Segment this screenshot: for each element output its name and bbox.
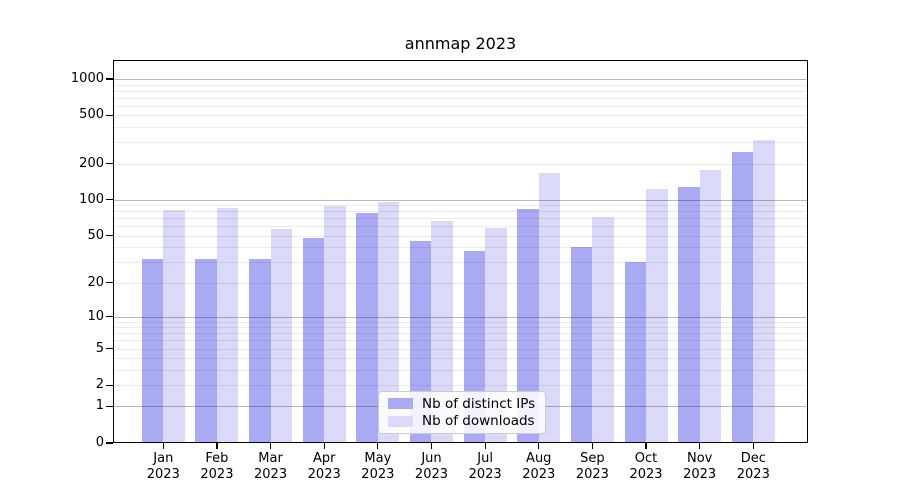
x-tick-label-dec: Dec 2023 [736, 451, 770, 482]
x-tick-label-apr: Apr 2023 [307, 451, 341, 482]
legend-item-0: Nb of distinct IPs [388, 396, 536, 412]
chart-title: annmap 2023 [404, 34, 517, 53]
x-tick-mark-jun [430, 443, 433, 449]
x-tick-mark-mar [269, 443, 272, 449]
x-tick-label-jun: Jun 2023 [414, 451, 449, 482]
x-tick-label-mar: Mar 2023 [254, 451, 288, 482]
x-tick-mark-oct [645, 443, 647, 449]
x-tick-mark-sep [591, 443, 593, 449]
y-tick-label-5: 5 [95, 340, 104, 356]
y-tick-mark-2 [106, 384, 113, 386]
plot-area [113, 60, 808, 443]
x-tick-label-may: May 2023 [361, 451, 395, 482]
y-tick-mark-1 [106, 405, 113, 408]
x-tick-label-jan: Jan 2023 [146, 451, 180, 482]
y-tick-mark-1000 [106, 78, 113, 80]
y-tick-mark-10 [106, 316, 113, 318]
y-tick-label-2: 2 [95, 377, 104, 393]
y-tick-label-50: 50 [87, 227, 104, 243]
x-tick-label-feb: Feb 2023 [200, 451, 234, 482]
y-tick-label-20: 20 [87, 274, 104, 290]
x-tick-mark-aug [538, 443, 540, 449]
x-tick-label-sep: Sep 2023 [575, 451, 609, 482]
y-tick-mark-20 [106, 281, 113, 284]
x-tick-mark-dec [752, 443, 754, 449]
y-tick-label-200: 200 [79, 155, 104, 171]
y-tick-mark-0 [106, 442, 113, 444]
legend-label: Nb of downloads [422, 413, 535, 430]
legend-swatch-icon [388, 415, 413, 427]
y-tick-mark-200 [106, 162, 113, 165]
x-tick-mark-feb [216, 443, 218, 449]
y-tick-label-1: 1 [95, 398, 104, 414]
x-tick-mark-apr [323, 443, 325, 449]
legend-label: Nb of distinct IPs [422, 395, 536, 412]
x-tick-mark-jan [162, 443, 164, 449]
y-tick-label-0: 0 [95, 435, 104, 450]
y-tick-label-100: 100 [79, 191, 104, 207]
y-tick-label-10: 10 [87, 308, 104, 324]
x-tick-label-jul: Jul 2023 [468, 451, 502, 482]
y-tick-mark-500 [106, 114, 113, 117]
x-tick-mark-may [377, 443, 379, 449]
x-tick-mark-jul [484, 443, 486, 449]
legend-swatch-icon [388, 398, 413, 410]
y-tick-mark-50 [106, 235, 113, 237]
legend: Nb of distinct IPs Nb of downloads [378, 391, 546, 434]
x-tick-label-oct: Oct 2023 [629, 451, 663, 482]
y-tick-mark-5 [106, 347, 113, 350]
x-tick-label-nov: Nov 2023 [683, 451, 717, 482]
y-tick-label-500: 500 [79, 107, 104, 123]
x-tick-mark-nov [699, 443, 701, 449]
y-tick-mark-100 [106, 199, 113, 201]
x-tick-label-aug: Aug 2023 [522, 451, 556, 482]
y-tick-label-1000: 1000 [70, 71, 104, 86]
legend-item-1: Nb of downloads [388, 413, 536, 429]
